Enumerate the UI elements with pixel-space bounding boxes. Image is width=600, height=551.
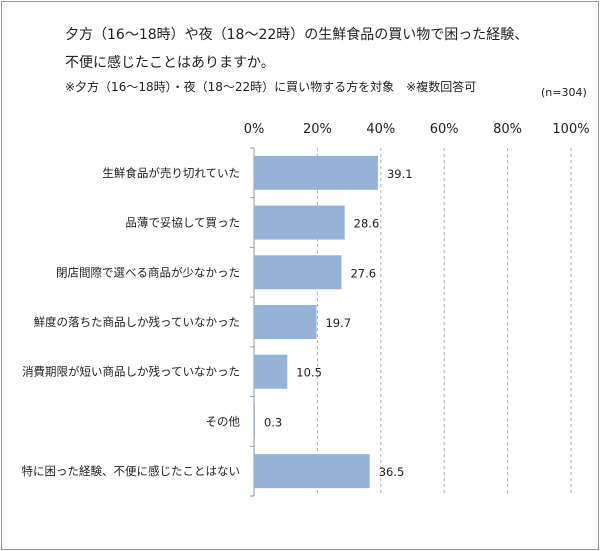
x-tick-label: 40% [366,122,395,137]
x-tick-label: 60% [430,122,459,137]
chart-title: 夕方（16～18時）や夜（18～22時）の生鮮食品の買い物で困った経験、 [65,27,529,43]
bar [254,354,288,389]
category-label: その他 [206,414,241,428]
category-label: 鮮度の落ちた商品しか残っていなかった [34,315,240,329]
bar [254,404,255,439]
data-label: 19.7 [325,316,351,330]
data-label: 36.5 [379,465,405,479]
category-label: 生鮮食品が売り切れていた [102,166,240,180]
data-label: 39.1 [387,167,413,181]
data-label: 10.5 [296,366,322,380]
chart-title-line2: 不便に感じたことはありますか。 [65,55,275,71]
bar [254,255,342,290]
x-tick-label: 0% [244,122,265,137]
sample-size: (n=304) [541,86,587,99]
x-tick-label: 100% [552,122,589,137]
category-label: 消費期限が短い商品しか残っていなかった [22,365,240,379]
bar [254,155,378,190]
category-label: 閉店間際で選べる商品が少なかった [56,265,240,279]
bar [254,205,345,240]
category-label: 特に困った経験、不便に感じたことはない [22,464,241,478]
x-tick-label: 20% [303,122,332,137]
bar [254,305,317,339]
data-label: 28.6 [354,217,380,231]
data-label: 27.6 [350,266,376,280]
chart-subtitle: ※夕方（16～18時）・夜（18～22時）に買い物する方を対象 ※複数回答可 [65,80,477,94]
category-label: 品薄で妥協して買った [125,216,240,230]
x-tick-label: 80% [493,122,522,137]
data-label: 0.3 [264,415,282,429]
bar [254,454,370,489]
